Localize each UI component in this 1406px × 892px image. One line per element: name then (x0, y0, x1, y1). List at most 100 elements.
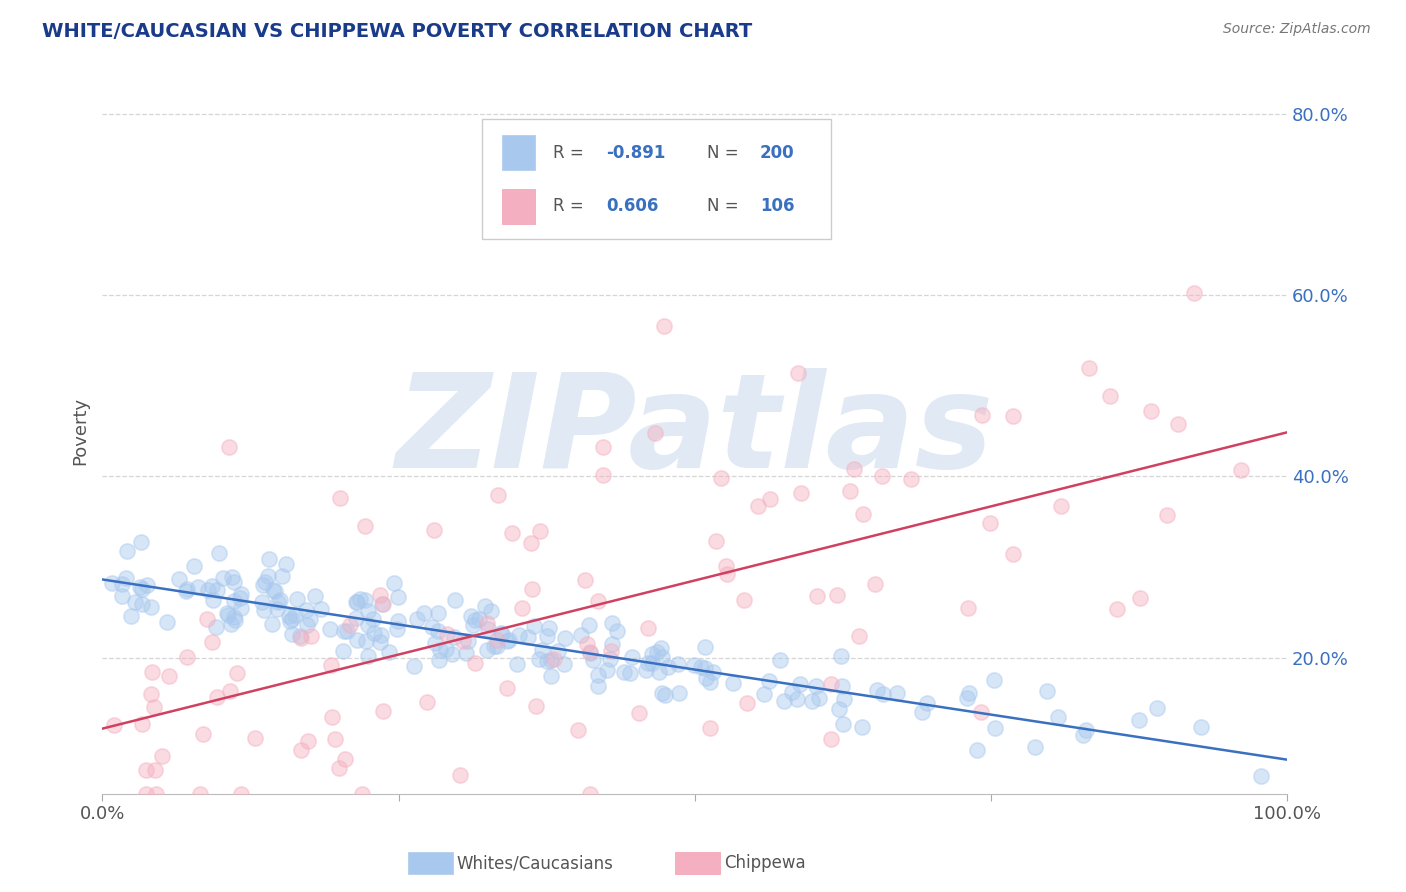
Point (357, 604, 380, 618)
Point (970, 705, 993, 719)
Point (176, 582, 198, 597)
Point (205, 620, 228, 634)
Point (820, 732, 842, 747)
Point (1073, 728, 1095, 742)
Point (197, 583, 219, 598)
Point (1074, 723, 1097, 738)
Point (281, 627, 304, 641)
Point (645, 645, 668, 659)
Point (427, 624, 450, 638)
Point (575, 637, 598, 651)
FancyBboxPatch shape (502, 136, 534, 170)
Point (804, 679, 827, 693)
Point (299, 612, 322, 626)
Point (131, 717, 153, 731)
Point (371, 597, 394, 611)
Point (759, 492, 782, 507)
Point (872, 687, 894, 701)
FancyBboxPatch shape (502, 189, 534, 224)
Text: 106: 106 (759, 197, 794, 215)
Point (830, 648, 852, 663)
Point (222, 575, 245, 590)
Point (188, 787, 211, 801)
Point (215, 607, 238, 621)
Point (267, 595, 290, 609)
Point (423, 636, 446, 650)
Point (332, 644, 354, 658)
Point (136, 578, 159, 592)
Text: N =: N = (707, 144, 744, 161)
Point (1182, 286, 1205, 301)
Point (530, 642, 553, 657)
Point (641, 647, 664, 661)
Point (295, 602, 318, 616)
Point (786, 692, 808, 706)
Point (441, 647, 464, 661)
Point (1077, 360, 1099, 375)
Point (554, 632, 576, 646)
Point (385, 622, 408, 636)
Point (486, 639, 509, 653)
Point (321, 709, 343, 723)
Point (613, 665, 636, 679)
Point (297, 618, 319, 632)
Text: Source: ZipAtlas.com: Source: ZipAtlas.com (1223, 22, 1371, 37)
Text: Whites/Caucasians: Whites/Caucasians (457, 855, 614, 872)
Point (652, 318, 675, 333)
Point (695, 661, 717, 675)
Point (886, 686, 908, 700)
Point (309, 602, 332, 616)
Point (252, 578, 274, 592)
Point (222, 594, 245, 608)
Point (900, 472, 922, 486)
Point (406, 612, 429, 626)
Point (451, 634, 474, 648)
Point (526, 698, 548, 713)
Point (772, 694, 794, 708)
Point (463, 618, 485, 632)
Point (495, 634, 517, 648)
Point (489, 626, 512, 640)
Point (915, 696, 938, 710)
Point (852, 507, 875, 521)
Point (103, 717, 125, 731)
Point (449, 768, 471, 782)
Point (592, 468, 614, 483)
Point (842, 462, 865, 476)
Point (229, 587, 252, 601)
Point (150, 749, 173, 764)
Point (536, 654, 558, 668)
Point (468, 612, 491, 626)
Point (522, 582, 544, 596)
Point (578, 617, 600, 632)
Point (599, 644, 621, 658)
Point (808, 691, 831, 706)
Point (319, 622, 342, 636)
Point (586, 594, 609, 608)
Point (574, 573, 596, 587)
Point (346, 632, 368, 647)
Point (704, 534, 727, 549)
Point (979, 516, 1001, 530)
Point (627, 706, 650, 720)
Point (262, 582, 284, 597)
Point (536, 629, 558, 643)
Point (250, 595, 273, 609)
Text: R =: R = (553, 197, 589, 215)
Point (1139, 403, 1161, 417)
Point (436, 627, 458, 641)
Point (460, 608, 482, 623)
Point (363, 626, 385, 640)
Point (644, 426, 666, 441)
Point (1050, 499, 1073, 513)
Point (637, 656, 659, 670)
Point (650, 640, 672, 655)
Point (357, 618, 380, 632)
Point (229, 591, 252, 606)
Point (212, 571, 235, 585)
FancyBboxPatch shape (481, 120, 831, 239)
Point (516, 630, 538, 644)
Point (304, 589, 326, 603)
Point (648, 665, 671, 680)
Point (224, 613, 246, 627)
